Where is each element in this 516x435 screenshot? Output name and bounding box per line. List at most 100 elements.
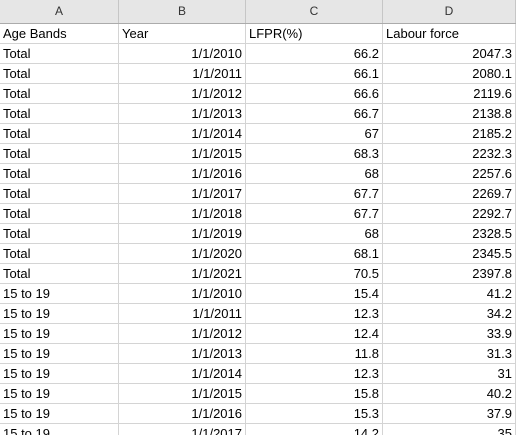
cell-age-band[interactable]: Total (0, 84, 119, 103)
cell-lfpr[interactable]: 67 (246, 124, 383, 143)
cell-year[interactable]: 1/1/2017 (119, 184, 246, 203)
cell-labour-force[interactable]: 2397.8 (383, 264, 516, 283)
cell-header-labour-force[interactable]: Labour force (383, 24, 516, 43)
cell-labour-force[interactable]: 31 (383, 364, 516, 383)
cell-year[interactable]: 1/1/2015 (119, 144, 246, 163)
cell-lfpr[interactable]: 15.8 (246, 384, 383, 403)
cell-year[interactable]: 1/1/2014 (119, 124, 246, 143)
cell-lfpr[interactable]: 12.4 (246, 324, 383, 343)
cell-year[interactable]: 1/1/2013 (119, 104, 246, 123)
cell-year[interactable]: 1/1/2015 (119, 384, 246, 403)
table-row: 15 to 19 1/1/2014 12.3 31 (0, 364, 516, 384)
cell-lfpr[interactable]: 67.7 (246, 184, 383, 203)
cell-labour-force[interactable]: 2080.1 (383, 64, 516, 83)
cell-year[interactable]: 1/1/2010 (119, 284, 246, 303)
cell-year[interactable]: 1/1/2011 (119, 64, 246, 83)
cell-age-band[interactable]: Total (0, 44, 119, 63)
column-header-d[interactable]: D (383, 0, 516, 23)
cell-year[interactable]: 1/1/2021 (119, 264, 246, 283)
cell-year[interactable]: 1/1/2016 (119, 164, 246, 183)
cell-labour-force[interactable]: 33.9 (383, 324, 516, 343)
column-header-c[interactable]: C (246, 0, 383, 23)
cell-lfpr[interactable]: 14.2 (246, 424, 383, 435)
table-row: Total 1/1/2010 66.2 2047.3 (0, 44, 516, 64)
cell-labour-force[interactable]: 2047.3 (383, 44, 516, 63)
cell-labour-force[interactable]: 2185.2 (383, 124, 516, 143)
cell-lfpr[interactable]: 15.3 (246, 404, 383, 423)
cell-labour-force[interactable]: 2328.5 (383, 224, 516, 243)
cell-lfpr[interactable]: 12.3 (246, 364, 383, 383)
table-row: Total 1/1/2016 68 2257.6 (0, 164, 516, 184)
cell-year[interactable]: 1/1/2012 (119, 324, 246, 343)
cell-lfpr[interactable]: 66.1 (246, 64, 383, 83)
cell-labour-force[interactable]: 35 (383, 424, 516, 435)
cell-lfpr[interactable]: 67.7 (246, 204, 383, 223)
cell-lfpr[interactable]: 68.1 (246, 244, 383, 263)
table-row: 15 to 19 1/1/2013 11.8 31.3 (0, 344, 516, 364)
cell-labour-force[interactable]: 34.2 (383, 304, 516, 323)
cell-lfpr[interactable]: 12.3 (246, 304, 383, 323)
cell-header-year[interactable]: Year (119, 24, 246, 43)
cell-age-band[interactable]: Total (0, 244, 119, 263)
cell-lfpr[interactable]: 15.4 (246, 284, 383, 303)
cell-age-band[interactable]: Total (0, 204, 119, 223)
cell-labour-force[interactable]: 41.2 (383, 284, 516, 303)
cell-year[interactable]: 1/1/2013 (119, 344, 246, 363)
cell-labour-force[interactable]: 2345.5 (383, 244, 516, 263)
cell-header-age-bands[interactable]: Age Bands (0, 24, 119, 43)
table-row: Total 1/1/2012 66.6 2119.6 (0, 84, 516, 104)
table-row: Total 1/1/2011 66.1 2080.1 (0, 64, 516, 84)
column-header-a[interactable]: A (0, 0, 119, 23)
table-row: 15 to 19 1/1/2010 15.4 41.2 (0, 284, 516, 304)
cell-labour-force[interactable]: 2269.7 (383, 184, 516, 203)
cell-lfpr[interactable]: 66.2 (246, 44, 383, 63)
table-row: Total 1/1/2013 66.7 2138.8 (0, 104, 516, 124)
cell-year[interactable]: 1/1/2010 (119, 44, 246, 63)
cell-lfpr[interactable]: 66.7 (246, 104, 383, 123)
column-header-b[interactable]: B (119, 0, 246, 23)
cell-header-lfpr[interactable]: LFPR(%) (246, 24, 383, 43)
cell-labour-force[interactable]: 2292.7 (383, 204, 516, 223)
cell-year[interactable]: 1/1/2014 (119, 364, 246, 383)
cell-age-band[interactable]: 15 to 19 (0, 364, 119, 383)
cell-labour-force[interactable]: 2138.8 (383, 104, 516, 123)
cell-year[interactable]: 1/1/2017 (119, 424, 246, 435)
cell-age-band[interactable]: Total (0, 144, 119, 163)
cell-age-band[interactable]: 15 to 19 (0, 344, 119, 363)
cell-age-band[interactable]: Total (0, 104, 119, 123)
cell-age-band[interactable]: Total (0, 124, 119, 143)
cell-age-band[interactable]: Total (0, 64, 119, 83)
cell-year[interactable]: 1/1/2020 (119, 244, 246, 263)
cell-year[interactable]: 1/1/2012 (119, 84, 246, 103)
cell-year[interactable]: 1/1/2018 (119, 204, 246, 223)
cell-lfpr[interactable]: 68.3 (246, 144, 383, 163)
table-row: 15 to 19 1/1/2011 12.3 34.2 (0, 304, 516, 324)
cell-lfpr[interactable]: 11.8 (246, 344, 383, 363)
cell-age-band[interactable]: 15 to 19 (0, 424, 119, 435)
cell-age-band[interactable]: Total (0, 264, 119, 283)
cell-year[interactable]: 1/1/2016 (119, 404, 246, 423)
table-row: 15 to 19 1/1/2016 15.3 37.9 (0, 404, 516, 424)
cell-labour-force[interactable]: 2119.6 (383, 84, 516, 103)
cell-age-band[interactable]: 15 to 19 (0, 284, 119, 303)
cell-labour-force[interactable]: 31.3 (383, 344, 516, 363)
table-header-row: Age Bands Year LFPR(%) Labour force (0, 24, 516, 44)
cell-age-band[interactable]: 15 to 19 (0, 384, 119, 403)
cell-age-band[interactable]: Total (0, 184, 119, 203)
cell-age-band[interactable]: 15 to 19 (0, 404, 119, 423)
cell-lfpr[interactable]: 70.5 (246, 264, 383, 283)
cell-age-band[interactable]: 15 to 19 (0, 324, 119, 343)
table-row: 15 to 19 1/1/2017 14.2 35 (0, 424, 516, 435)
cell-lfpr[interactable]: 68 (246, 164, 383, 183)
cell-labour-force[interactable]: 2257.6 (383, 164, 516, 183)
cell-labour-force[interactable]: 37.9 (383, 404, 516, 423)
cell-labour-force[interactable]: 2232.3 (383, 144, 516, 163)
cell-age-band[interactable]: Total (0, 224, 119, 243)
cell-age-band[interactable]: 15 to 19 (0, 304, 119, 323)
cell-lfpr[interactable]: 66.6 (246, 84, 383, 103)
cell-year[interactable]: 1/1/2011 (119, 304, 246, 323)
cell-labour-force[interactable]: 40.2 (383, 384, 516, 403)
cell-lfpr[interactable]: 68 (246, 224, 383, 243)
cell-year[interactable]: 1/1/2019 (119, 224, 246, 243)
cell-age-band[interactable]: Total (0, 164, 119, 183)
